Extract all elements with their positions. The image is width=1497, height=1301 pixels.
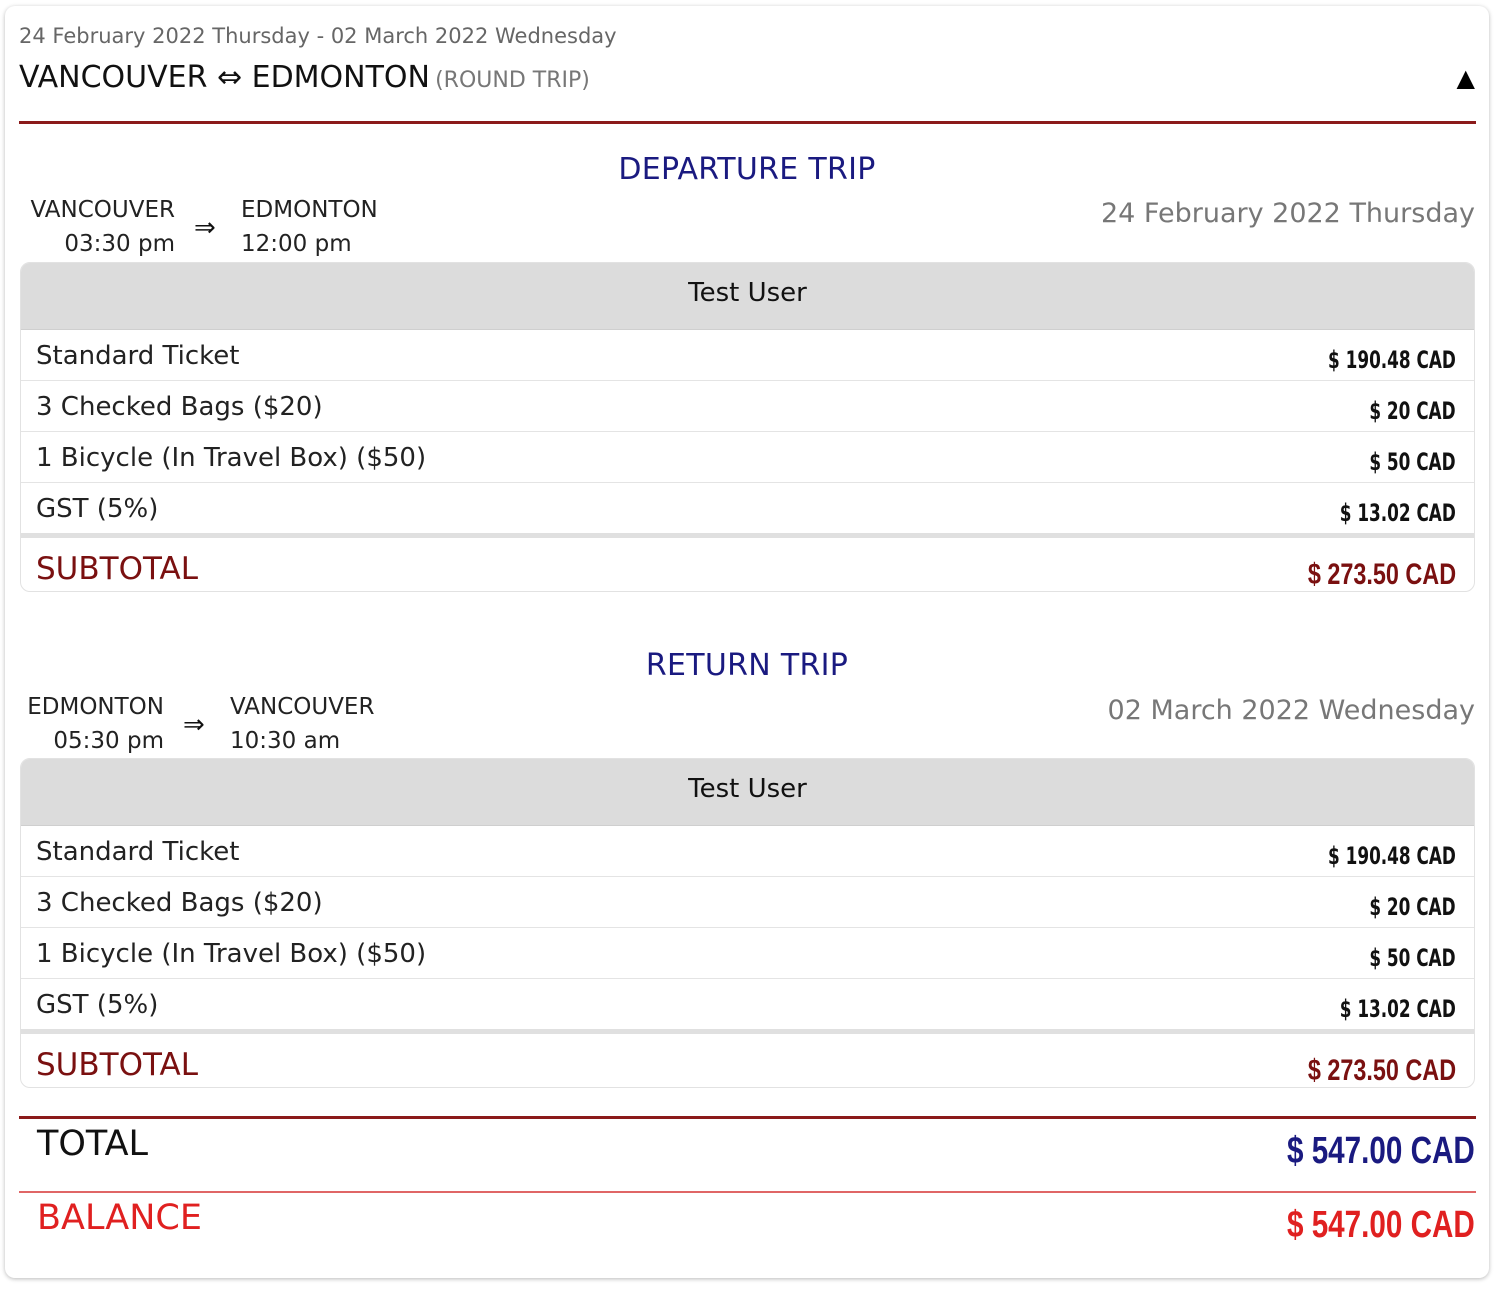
departure-origin: VANCOUVER 03:30 pm (19, 193, 175, 261)
passenger-name: Test User (21, 759, 1474, 826)
balance-label: BALANCE (37, 1198, 202, 1238)
booking-summary-card: 24 February 2022 Thursday - 02 March 202… (5, 6, 1489, 1278)
summary-header[interactable]: 24 February 2022 Thursday - 02 March 202… (19, 24, 1475, 122)
return-leg: EDMONTON 05:30 pm ⇒ VANCOUVER 10:30 am 0… (19, 690, 1475, 754)
origin-time: 05:30 pm (53, 728, 164, 754)
line-item-label: GST (5%) (36, 494, 159, 524)
destination-city: VANCOUVER (230, 694, 375, 720)
trip-date-range: 24 February 2022 Thursday - 02 March 202… (19, 24, 617, 48)
return-fare-panel: Test User Standard Ticket $ 190.48 CAD 3… (20, 758, 1475, 1088)
return-trip-title: RETURN TRIP (645, 648, 849, 683)
line-item-amount: $ 190.48 CAD (1328, 346, 1456, 374)
route-line: VANCOUVER ⇔ EDMONTON (ROUND TRIP) (19, 60, 590, 95)
fare-line-item: GST (5%) $ 13.02 CAD (21, 483, 1474, 538)
line-item-amount: $ 20 CAD (1369, 397, 1456, 425)
subtotal-amount: $ 273.50 CAD (1307, 558, 1456, 591)
line-item-amount: $ 190.48 CAD (1328, 842, 1456, 870)
total-amount: $ 547.00 CAD (1287, 1130, 1475, 1172)
line-item-label: 3 Checked Bags ($20) (36, 888, 323, 918)
fare-line-item: 1 Bicycle (In Travel Box) ($50) $ 50 CAD (21, 432, 1474, 483)
trip-type-label: (ROUND TRIP) (435, 68, 590, 93)
line-item-amount: $ 13.02 CAD (1339, 995, 1456, 1023)
subtotal-row: SUBTOTAL $ 273.50 CAD (21, 538, 1474, 591)
fare-line-item: Standard Ticket $ 190.48 CAD (21, 330, 1474, 381)
destination-time: 12:00 pm (241, 231, 352, 257)
line-item-label: 1 Bicycle (In Travel Box) ($50) (36, 939, 427, 969)
route-title: VANCOUVER ⇔ EDMONTON (19, 60, 430, 95)
return-destination: VANCOUVER 10:30 am (230, 690, 374, 758)
right-double-arrow-icon: ⇒ (183, 710, 205, 740)
destination-time: 10:30 am (230, 728, 341, 754)
destination-city: EDMONTON (241, 197, 378, 223)
fare-line-item: GST (5%) $ 13.02 CAD (21, 979, 1474, 1034)
right-double-arrow-icon: ⇒ (194, 213, 216, 243)
line-item-amount: $ 13.02 CAD (1339, 499, 1456, 527)
departure-destination: EDMONTON 12:00 pm (241, 193, 378, 261)
line-item-label: 3 Checked Bags ($20) (36, 392, 323, 422)
header-divider (19, 121, 1476, 124)
departure-date: 24 February 2022 Thursday (1100, 198, 1475, 229)
line-item-amount: $ 50 CAD (1369, 944, 1456, 972)
line-item-label: 1 Bicycle (In Travel Box) ($50) (36, 443, 427, 473)
origin-city: VANCOUVER (30, 197, 175, 223)
line-item-amount: $ 50 CAD (1369, 448, 1456, 476)
collapse-triangle-icon[interactable]: ▲ (1456, 64, 1475, 92)
subtotal-amount: $ 273.50 CAD (1307, 1054, 1456, 1087)
subtotal-label: SUBTOTAL (36, 551, 198, 587)
departure-fare-panel: Test User Standard Ticket $ 190.48 CAD 3… (20, 262, 1475, 592)
line-item-amount: $ 20 CAD (1369, 893, 1456, 921)
fare-line-item: 1 Bicycle (In Travel Box) ($50) $ 50 CAD (21, 928, 1474, 979)
departure-trip-title: DEPARTURE TRIP (618, 152, 876, 187)
balance-amount: $ 547.00 CAD (1287, 1204, 1475, 1246)
fare-line-item: 3 Checked Bags ($20) $ 20 CAD (21, 877, 1474, 928)
passenger-name: Test User (21, 263, 1474, 330)
line-item-label: Standard Ticket (36, 341, 240, 371)
total-divider (19, 1116, 1476, 1119)
total-label: TOTAL (37, 1124, 149, 1164)
subtotal-label: SUBTOTAL (36, 1047, 198, 1083)
return-origin: EDMONTON 05:30 pm (19, 690, 164, 758)
balance-divider (19, 1191, 1476, 1193)
return-date: 02 March 2022 Wednesday (1107, 695, 1475, 726)
origin-time: 03:30 pm (64, 231, 175, 257)
departure-leg: VANCOUVER 03:30 pm ⇒ EDMONTON 12:00 pm 2… (19, 193, 1475, 257)
subtotal-row: SUBTOTAL $ 273.50 CAD (21, 1034, 1474, 1087)
line-item-label: Standard Ticket (36, 837, 240, 867)
origin-city: EDMONTON (27, 694, 164, 720)
line-item-label: GST (5%) (36, 990, 159, 1020)
fare-line-item: Standard Ticket $ 190.48 CAD (21, 826, 1474, 877)
fare-line-item: 3 Checked Bags ($20) $ 20 CAD (21, 381, 1474, 432)
